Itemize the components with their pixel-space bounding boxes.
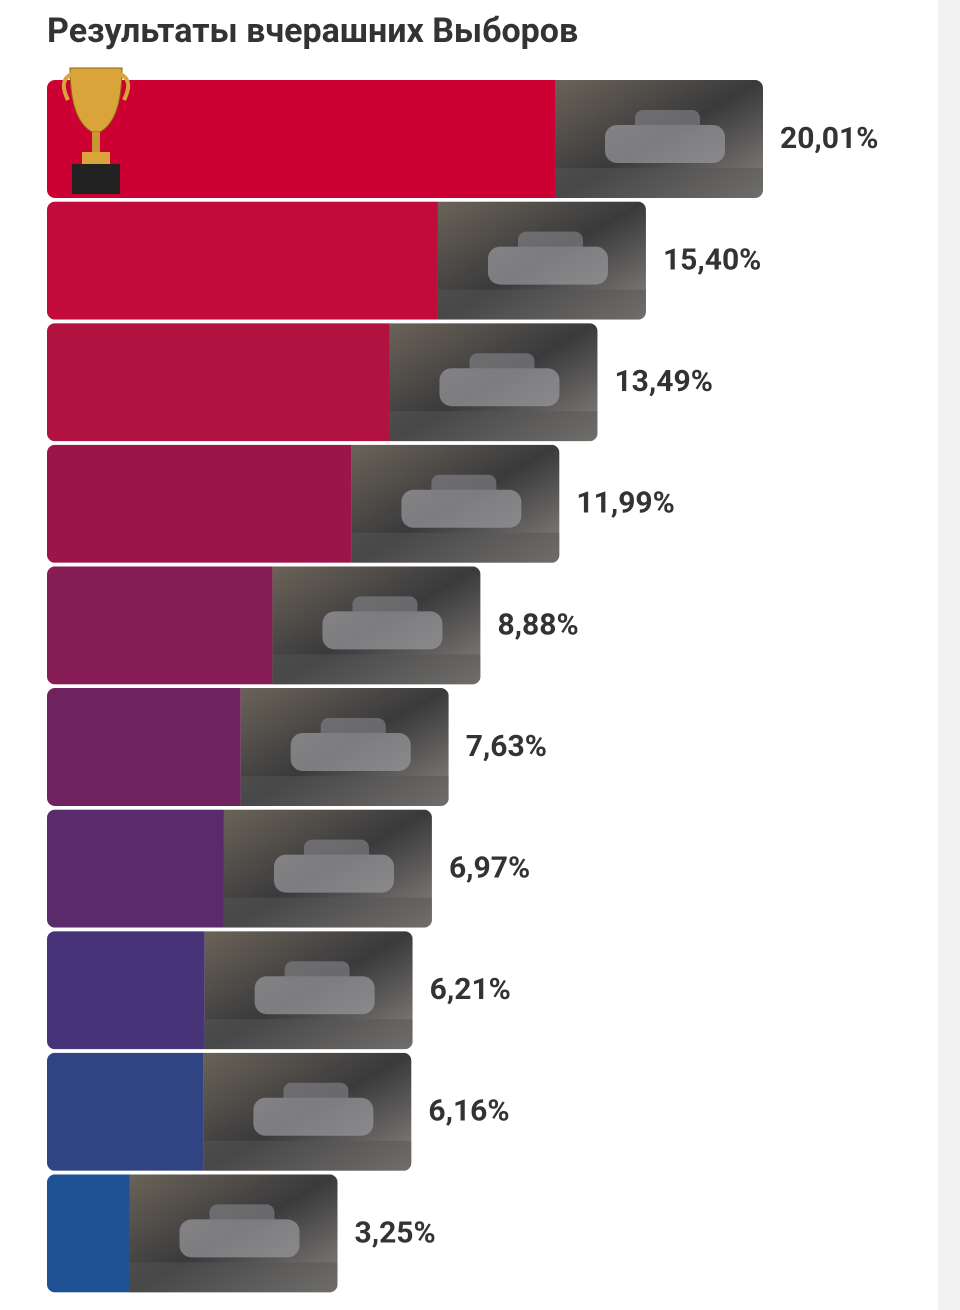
car-roof bbox=[352, 596, 418, 619]
bar bbox=[47, 688, 241, 806]
bar-group bbox=[47, 201, 646, 320]
ground bbox=[204, 1019, 413, 1050]
bar bbox=[47, 566, 273, 685]
trophy-base bbox=[72, 164, 120, 194]
car-roof bbox=[303, 839, 369, 862]
bar-group bbox=[47, 1052, 412, 1171]
car-silhouette bbox=[439, 368, 560, 407]
car-silhouette bbox=[605, 125, 725, 163]
car-silhouette bbox=[254, 976, 375, 1015]
bar bbox=[47, 323, 390, 442]
bar-group bbox=[47, 444, 560, 563]
car-roof bbox=[283, 1082, 349, 1105]
bar bbox=[47, 444, 352, 563]
bar-group bbox=[47, 809, 432, 928]
car-roof bbox=[284, 961, 350, 984]
bar-group bbox=[47, 688, 449, 806]
value-label: 7,63% bbox=[466, 729, 547, 764]
car-roof bbox=[469, 353, 535, 376]
car-silhouette bbox=[487, 246, 608, 285]
ground bbox=[555, 168, 763, 198]
trophy-icon bbox=[61, 67, 131, 194]
car-silhouette bbox=[290, 733, 411, 771]
bar bbox=[47, 1052, 204, 1171]
bar bbox=[47, 809, 224, 928]
value-label: 3,25% bbox=[355, 1215, 436, 1250]
bar-group bbox=[47, 80, 763, 198]
ground bbox=[351, 532, 560, 563]
bar-group bbox=[47, 1174, 338, 1293]
car-roof bbox=[517, 231, 583, 254]
chart-title: Результаты вчерашних Выборов bbox=[47, 11, 578, 51]
car-silhouette bbox=[401, 489, 522, 528]
car-silhouette bbox=[322, 611, 443, 650]
side-margin bbox=[938, 0, 960, 1310]
value-label: 13,49% bbox=[614, 364, 712, 399]
ground bbox=[240, 776, 449, 806]
trophy-neck bbox=[82, 152, 110, 164]
car-roof bbox=[209, 1204, 275, 1227]
value-label: 6,21% bbox=[430, 972, 511, 1007]
ground bbox=[437, 289, 646, 320]
ground bbox=[389, 411, 598, 442]
car-roof bbox=[320, 718, 386, 740]
bar-group bbox=[47, 323, 598, 442]
bar-group bbox=[47, 931, 413, 1050]
car-roof bbox=[635, 110, 700, 132]
value-label: 15,40% bbox=[663, 243, 761, 278]
value-label: 11,99% bbox=[576, 486, 674, 521]
ground bbox=[223, 897, 432, 928]
bar bbox=[47, 80, 555, 198]
ground bbox=[203, 1140, 412, 1171]
car-silhouette bbox=[253, 1097, 374, 1136]
bar-group bbox=[47, 566, 481, 685]
bars: 20,01% 15,40% 13,49% 11,99% 8,88% 7,63% 6,97% 6… bbox=[47, 67, 878, 1293]
value-label: 8,88% bbox=[497, 607, 578, 642]
car-silhouette bbox=[179, 1219, 300, 1258]
value-label: 20,01% bbox=[780, 121, 878, 156]
ground bbox=[129, 1262, 338, 1293]
bar bbox=[47, 1174, 130, 1293]
value-label: 6,16% bbox=[428, 1094, 509, 1129]
bar bbox=[47, 201, 438, 320]
ground bbox=[272, 654, 481, 685]
trophy-stem bbox=[92, 132, 100, 154]
value-label: 6,97% bbox=[449, 851, 530, 886]
trophy-handles bbox=[61, 72, 131, 101]
car-silhouette bbox=[273, 854, 394, 893]
car-roof bbox=[431, 474, 497, 497]
bar bbox=[47, 931, 205, 1050]
